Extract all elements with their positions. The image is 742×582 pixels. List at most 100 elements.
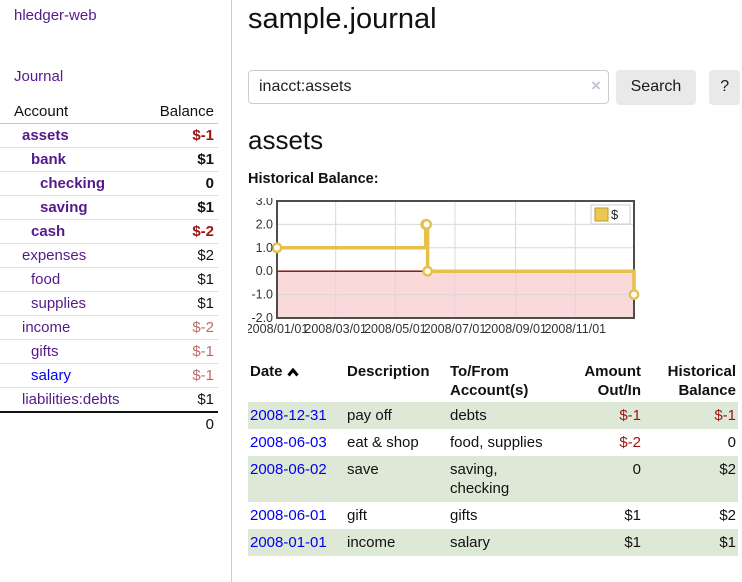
search-button[interactable]: Search (615, 69, 697, 105)
svg-text:2008/11/01: 2008/11/01 (544, 322, 606, 336)
sidebar-account-link[interactable]: bank (31, 151, 67, 168)
transaction-date-cell: 2008-01-01 (248, 529, 345, 556)
transaction-accounts: food, supplies (450, 434, 543, 451)
transaction-accounts: salary (448, 529, 580, 556)
svg-text:2008/01/01: 2008/01/01 (248, 322, 308, 336)
transaction-balance: $-1 (643, 402, 738, 429)
account-balance: $-1 (146, 123, 218, 148)
svg-text:0.0: 0.0 (256, 264, 273, 278)
svg-text:$: $ (611, 207, 619, 222)
accounts-header-balance: Balance (146, 100, 218, 124)
accounts-total-value: 0 (146, 411, 218, 436)
page-title: sample.journal (248, 3, 437, 35)
account-balance: $-2 (146, 219, 218, 244)
sidebar-account-link[interactable]: checking (40, 175, 106, 192)
sidebar-account-link[interactable]: expenses (22, 247, 87, 264)
column-header-description: Description (347, 363, 430, 380)
column-header-date[interactable]: Date (248, 360, 345, 402)
column-header-amount: Amount Out/In (584, 363, 641, 399)
sidebar-account-link[interactable]: liabilities:debts (22, 391, 120, 408)
transactions-table: Date Description To/From Account(s) Amou… (248, 360, 738, 556)
account-row: salary $-1 (0, 363, 218, 388)
app-title-link[interactable]: hledger-web (14, 7, 97, 24)
sidebar-account-link[interactable]: salary (31, 367, 72, 384)
transaction-row: 2008-12-31 pay off debts $-1 $-1 (248, 402, 738, 429)
svg-text:2008/07/01: 2008/07/01 (424, 322, 487, 336)
transaction-balance: $2 (643, 456, 738, 502)
sidebar-account-link[interactable]: supplies (31, 295, 87, 312)
transaction-description: pay off (345, 402, 448, 429)
svg-text:2008/05/01: 2008/05/01 (364, 322, 427, 336)
transaction-balance: $1 (643, 529, 738, 556)
chart-svg: $3.0 2.0 1.0 0.0 -1.0 -2.02008/01/012008/03/0… (246, 194, 640, 336)
sidebar-account-link[interactable]: saving (40, 199, 88, 216)
transaction-description: income (345, 529, 448, 556)
account-balance: $1 (146, 147, 218, 172)
sidebar-item-journal[interactable]: Journal (14, 68, 64, 85)
transaction-date-cell: 2008-06-02 (248, 456, 345, 502)
accounts-header-row: Account Balance (0, 100, 218, 124)
account-balance: $1 (146, 387, 218, 413)
transaction-row: 2008-06-02 save saving, checking 0 $2 (248, 456, 738, 502)
account-row: assets $-1 (0, 123, 218, 148)
account-row: bank $1 (0, 147, 218, 172)
historical-balance-chart: $3.0 2.0 1.0 0.0 -1.0 -2.0 2008/01/01 2008/03/0… (246, 194, 740, 343)
svg-text:-1.0: -1.0 (251, 288, 273, 302)
sidebar: hledger-web Journal Account Balance asse… (0, 0, 232, 582)
account-balance: $1 (146, 291, 218, 316)
accounts-header-account: Account (0, 100, 147, 124)
sidebar-account-link[interactable]: assets (22, 127, 69, 144)
svg-text:1.0: 1.0 (256, 241, 273, 255)
accounts-table: Account Balance assets $-1 bank $1 checking 0… (0, 100, 218, 436)
svg-text:-2.0: -2.0 (251, 311, 273, 325)
transaction-balance: $2 (719, 507, 736, 524)
transaction-amount: $1 (624, 507, 641, 524)
clear-search-icon[interactable]: × (591, 76, 601, 95)
transaction-description: gift (347, 507, 368, 524)
transaction-row: 2008-06-03 eat & shop food, supplies $-2 0 (248, 429, 738, 456)
date-link[interactable]: 2008-06-02 (250, 461, 327, 478)
account-row: food $1 (0, 267, 218, 292)
transaction-accounts: gifts (450, 507, 478, 524)
transaction-date-cell: 2008-06-01 (248, 502, 345, 529)
transaction-date-cell: 2008-06-03 (248, 429, 345, 456)
date-link[interactable]: 2008-01-01 (250, 534, 327, 551)
transaction-amount: $1 (580, 529, 643, 556)
sidebar-account-link[interactable]: cash (31, 223, 66, 240)
search-input[interactable] (248, 70, 609, 104)
account-balance: $2 (146, 243, 218, 268)
account-balance: 0 (146, 171, 218, 196)
date-link[interactable]: 2008-06-03 (250, 434, 327, 451)
account-row: income $-2 (0, 315, 218, 340)
sort-asc-icon (286, 367, 299, 377)
date-link[interactable]: 2008-12-31 (250, 407, 327, 424)
transaction-amount: 0 (580, 456, 643, 502)
account-row: saving $1 (0, 195, 218, 220)
transaction-amount: $-1 (580, 402, 643, 429)
sidebar-account-link[interactable]: income (22, 319, 71, 336)
account-row: liabilities:debts $1 (0, 387, 218, 413)
sidebar-account-link[interactable]: food (31, 271, 61, 288)
transaction-row: 2008-01-01 income salary $1 $1 (248, 529, 738, 556)
main-content: sample.journal × Search ? assets Histori… (246, 0, 740, 556)
account-balance: $-1 (146, 339, 218, 364)
account-balance: $1 (146, 267, 218, 292)
sidebar-account-link[interactable]: gifts (31, 343, 59, 360)
transaction-balance: 0 (727, 434, 736, 451)
transaction-description: eat & shop (347, 434, 419, 451)
accounts-total-row: 0 (0, 411, 218, 436)
account-balance: $1 (146, 195, 218, 220)
date-link[interactable]: 2008-06-01 (250, 507, 327, 524)
account-row: supplies $1 (0, 291, 218, 316)
account-row: cash $-2 (0, 219, 218, 244)
account-balance: $-1 (146, 363, 218, 388)
help-button[interactable]: ? (709, 69, 740, 105)
chart-label: Historical Balance: (248, 171, 379, 187)
transaction-accounts: debts (448, 402, 580, 429)
transactions-header-row: Date Description To/From Account(s) Amou… (248, 360, 738, 402)
column-header-accounts: To/From Account(s) (450, 363, 529, 399)
svg-text:2.0: 2.0 (256, 217, 273, 231)
svg-text:2008/09/01: 2008/09/01 (484, 322, 547, 336)
transaction-row: 2008-06-01 gift gifts $1 $2 (248, 502, 738, 529)
accounts-table-body: assets $-1 bank $1 checking 0 saving $1 cash $-2 e… (0, 123, 218, 413)
